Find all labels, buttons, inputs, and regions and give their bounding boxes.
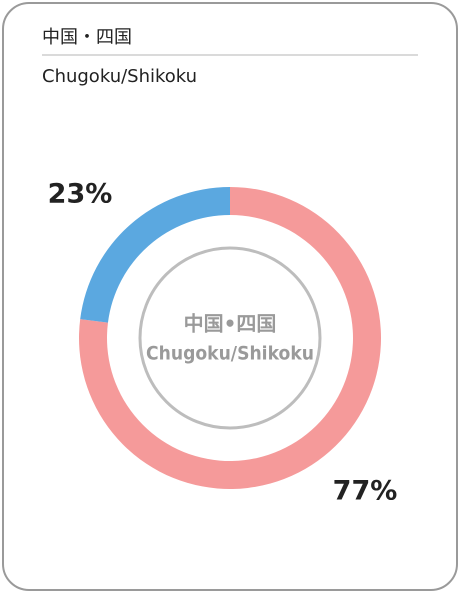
donut bbox=[79, 187, 382, 489]
center-ring bbox=[138, 246, 322, 430]
center-label: 中国•四国 bbox=[184, 312, 277, 336]
chart-subtitle: Chugoku/Shikoku bbox=[42, 66, 197, 87]
value-label: 77% bbox=[333, 476, 398, 507]
center-label: Chugoku/Shikoku bbox=[146, 343, 314, 365]
chart-title: 中国・四国 bbox=[42, 27, 132, 48]
donut-segment bbox=[80, 187, 231, 323]
value-label: 23% bbox=[48, 179, 113, 210]
